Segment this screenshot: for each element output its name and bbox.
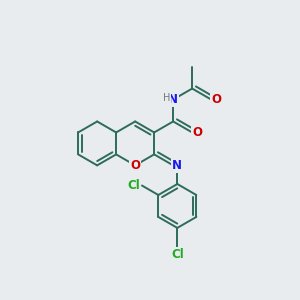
Text: N: N — [172, 159, 182, 172]
Text: Cl: Cl — [127, 179, 140, 192]
Text: N: N — [168, 93, 178, 106]
Text: O: O — [192, 126, 202, 139]
Text: O: O — [130, 159, 140, 172]
Text: O: O — [211, 93, 221, 106]
Text: H: H — [163, 93, 170, 103]
Text: Cl: Cl — [171, 248, 184, 261]
